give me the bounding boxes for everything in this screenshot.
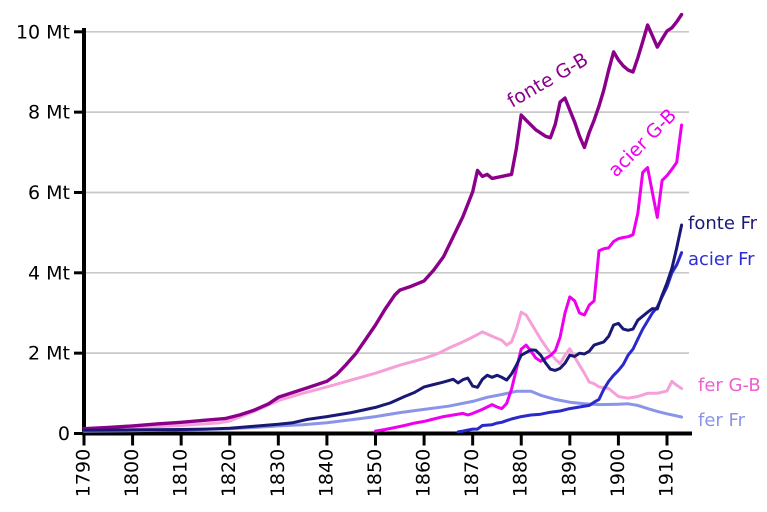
x-tick-label: 1830 bbox=[267, 449, 289, 497]
series-label-fer-g-b: fer G-B bbox=[698, 375, 761, 396]
x-tick-label: 1840 bbox=[315, 449, 337, 497]
series-line-acier-fr bbox=[456, 251, 684, 434]
y-tick-label: 10 Mt bbox=[16, 21, 70, 43]
x-tick-label: 1900 bbox=[607, 449, 629, 497]
x-tick-label: 1860 bbox=[413, 449, 435, 497]
x-tick-label: 1800 bbox=[121, 449, 143, 497]
series-line-fonte-g-b bbox=[82, 12, 684, 431]
series-label-fonte-fr: fonte Fr bbox=[688, 213, 758, 234]
x-tick-label: 1870 bbox=[461, 449, 483, 497]
series-line-fonte-fr bbox=[82, 223, 684, 432]
x-tick-label: 1850 bbox=[364, 449, 386, 497]
y-tick-label: 8 Mt bbox=[28, 102, 70, 124]
axes-spines bbox=[82, 28, 692, 436]
series-line-fer-g-b bbox=[82, 310, 684, 431]
x-tick-label: 1790 bbox=[73, 449, 95, 497]
x-tick-label: 1810 bbox=[170, 449, 192, 497]
y-tick-label: 4 Mt bbox=[28, 262, 70, 284]
series-label-fer-fr: fer Fr bbox=[698, 410, 746, 431]
y-tick-label: 6 Mt bbox=[28, 182, 70, 204]
x-tick-label: 1880 bbox=[510, 449, 532, 497]
y-tick-label: 2 Mt bbox=[28, 343, 70, 365]
series-line-fer-fr bbox=[82, 389, 684, 433]
x-tick-label: 1820 bbox=[218, 449, 240, 497]
x-tick-label: 1890 bbox=[558, 449, 580, 497]
series-label-acier-fr: acier Fr bbox=[688, 249, 755, 270]
y-tick-label: 0 bbox=[58, 423, 70, 445]
series-label-fonte-g-b: fonte G-B bbox=[504, 49, 592, 113]
x-tick-label: 1910 bbox=[655, 449, 677, 497]
series-line-acier-g-b bbox=[374, 123, 684, 433]
